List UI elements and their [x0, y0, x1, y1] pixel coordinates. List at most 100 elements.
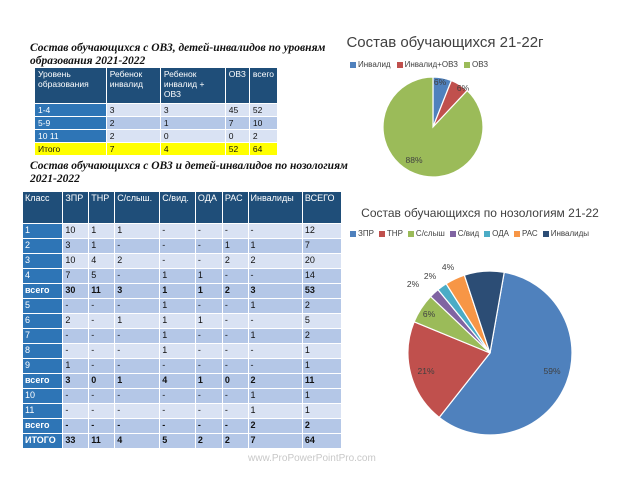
pie-data-label: 88% — [405, 155, 422, 165]
legend-item: С/слыш — [407, 229, 445, 238]
levels-table-cell: 2 — [248, 129, 279, 143]
nosology-table-cell: - — [194, 298, 223, 314]
nosology-table-cell: 5 — [88, 268, 116, 284]
nosology-table-cell: - — [114, 358, 161, 374]
nosology-table-cell: - — [114, 268, 161, 284]
nosology-table-cell: 2 — [247, 418, 303, 434]
nosology-table-row: всего 30 11 3 1 1 2 3 53 — [21, 283, 343, 299]
nosology-table-cell: - — [62, 298, 90, 314]
levels-table-row: 5-9 2 1 7 10 — [34, 116, 279, 130]
nosology-table-cell: 2 — [301, 418, 343, 434]
nosology-table-cell: 2 — [114, 253, 161, 269]
nosology-table-cell: - — [114, 418, 161, 434]
nosology-table-cell: 1 — [247, 328, 303, 344]
nosology-table-cell: всего — [21, 418, 64, 434]
nosology-table-cell: - — [194, 358, 223, 374]
legend-label: РАС — [521, 229, 538, 238]
nosology-table-cell: - — [194, 223, 223, 239]
legend-swatch — [350, 230, 356, 237]
nosology-table-cell: 1 — [159, 313, 196, 329]
nosology-table-cell: 30 — [62, 283, 90, 299]
levels-table-cell: 0 — [159, 129, 226, 143]
nosology-table-cell: 1 — [247, 403, 303, 419]
nosology-table-cell: 6 — [21, 313, 64, 329]
nosology-table-cell: 0 — [88, 373, 116, 389]
nosology-table-cell: 11 — [301, 373, 343, 389]
nosology-table-cell: 64 — [301, 433, 343, 449]
nosology-table-cell: 4 — [21, 268, 64, 284]
legend-swatch — [396, 61, 403, 68]
levels-table-cell: 7 — [224, 116, 250, 130]
nosology-table-cell: 2 — [301, 298, 343, 314]
nosology-table-cell: 10 — [21, 388, 64, 404]
nosology-table-cell: 8 — [21, 343, 64, 359]
nosology-table-cell: - — [62, 343, 90, 359]
levels-table-header-cell: ОВЗ — [224, 67, 250, 104]
levels-table-cell: 0 — [224, 129, 250, 143]
nosology-table-cell: - — [114, 328, 161, 344]
levels-table-row: 1-4 3 3 45 52 — [34, 103, 279, 117]
nosology-table-cell: - — [114, 388, 161, 404]
legend-swatch — [542, 230, 549, 237]
levels-table-cell: Итого — [34, 142, 107, 156]
nosology-table-row: 4 7 5-1 1- -14 — [21, 268, 343, 284]
nosology-table-cell: - — [88, 403, 116, 419]
nosology-table-cell: - — [114, 343, 161, 359]
nosology-table-cell: всего — [21, 373, 64, 389]
nosology-table-cell: 14 — [301, 268, 343, 284]
nosology-table-cell: 0 — [221, 373, 249, 389]
nosology-table-cell: 1 — [114, 313, 161, 329]
nosology-table-cell: 1 — [159, 328, 196, 344]
pie-data-label: 2% — [407, 279, 420, 289]
levels-table-cell: 52 — [248, 103, 279, 117]
nosology-table-row: 11- - - - - -1 1 — [21, 403, 343, 419]
nosology-table-cell: - — [88, 418, 116, 434]
nosology-table-cell: - — [159, 403, 196, 419]
nosology-table-header-cell: Класс — [21, 191, 64, 224]
pie-slice-ОДА — [437, 282, 491, 354]
legend-item: С/вид — [449, 229, 479, 238]
nosology-table-cell: - — [247, 223, 303, 239]
pie-slice-Инвалид — [432, 76, 453, 128]
legend-label: Инвалид+ОВЗ — [404, 60, 458, 69]
legend-item: ОВЗ — [463, 60, 488, 69]
nosology-table-cell: 1 — [194, 283, 223, 299]
levels-table-row: Итого 7 4 52 64 — [34, 142, 279, 156]
nosology-table-cell: 11 — [88, 283, 116, 299]
nosology-table-cell: - — [194, 343, 223, 359]
nosology-table-cell: - — [114, 298, 161, 314]
nosology-table-cell: - — [194, 388, 223, 404]
nosology-table-cell: 1 — [247, 298, 303, 314]
pie-data-label: 4% — [442, 262, 455, 272]
nosology-table-cell: - — [88, 298, 116, 314]
nosology-table-cell: 20 — [301, 253, 343, 269]
nosology-table-cell: - — [88, 313, 116, 329]
levels-table-header-cell: Ребенок инвалид + ОВЗ — [159, 67, 226, 104]
nosology-table-cell: - — [221, 328, 249, 344]
nosology-table-row: 1 10 1 1- - - -12 — [21, 223, 343, 239]
legend-label: Инвалид — [358, 60, 391, 69]
nosology-table-cell: 1 — [114, 223, 161, 239]
levels-table-cell: 1-4 — [34, 103, 107, 117]
nosology-table-row: 8---1---1 — [21, 343, 343, 359]
nosology-table-cell: 1 — [88, 238, 116, 254]
nosology-table-row: 10- - - - - -1 1 — [21, 388, 343, 404]
nosology-table-cell: - — [62, 328, 90, 344]
nosology-table-cell: - — [194, 328, 223, 344]
legend-swatch — [463, 61, 470, 68]
nosology-table-cell: - — [114, 403, 161, 419]
nosology-table-header-cell: РАС — [221, 191, 249, 224]
pie-slice-Инвалиды — [463, 270, 505, 354]
nosology-table-cell: 2 — [301, 328, 343, 344]
nosology-table-cell: 3 — [114, 283, 161, 299]
nosology-table-cell: - — [221, 313, 249, 329]
nosology-table-header-cell: С/слыш. — [114, 191, 161, 224]
legend-label: Инвалиды — [550, 229, 590, 238]
nosology-table-cell: 2 — [21, 238, 64, 254]
nosology-table-cell: 2 — [221, 253, 249, 269]
nosology-table-cell: - — [159, 253, 196, 269]
legend-label: С/слыш — [415, 229, 445, 238]
nosology-table-cell: 1 — [21, 223, 64, 239]
nosology-table-cell: 1 — [301, 388, 343, 404]
nosology-table-cell: - — [221, 268, 249, 284]
